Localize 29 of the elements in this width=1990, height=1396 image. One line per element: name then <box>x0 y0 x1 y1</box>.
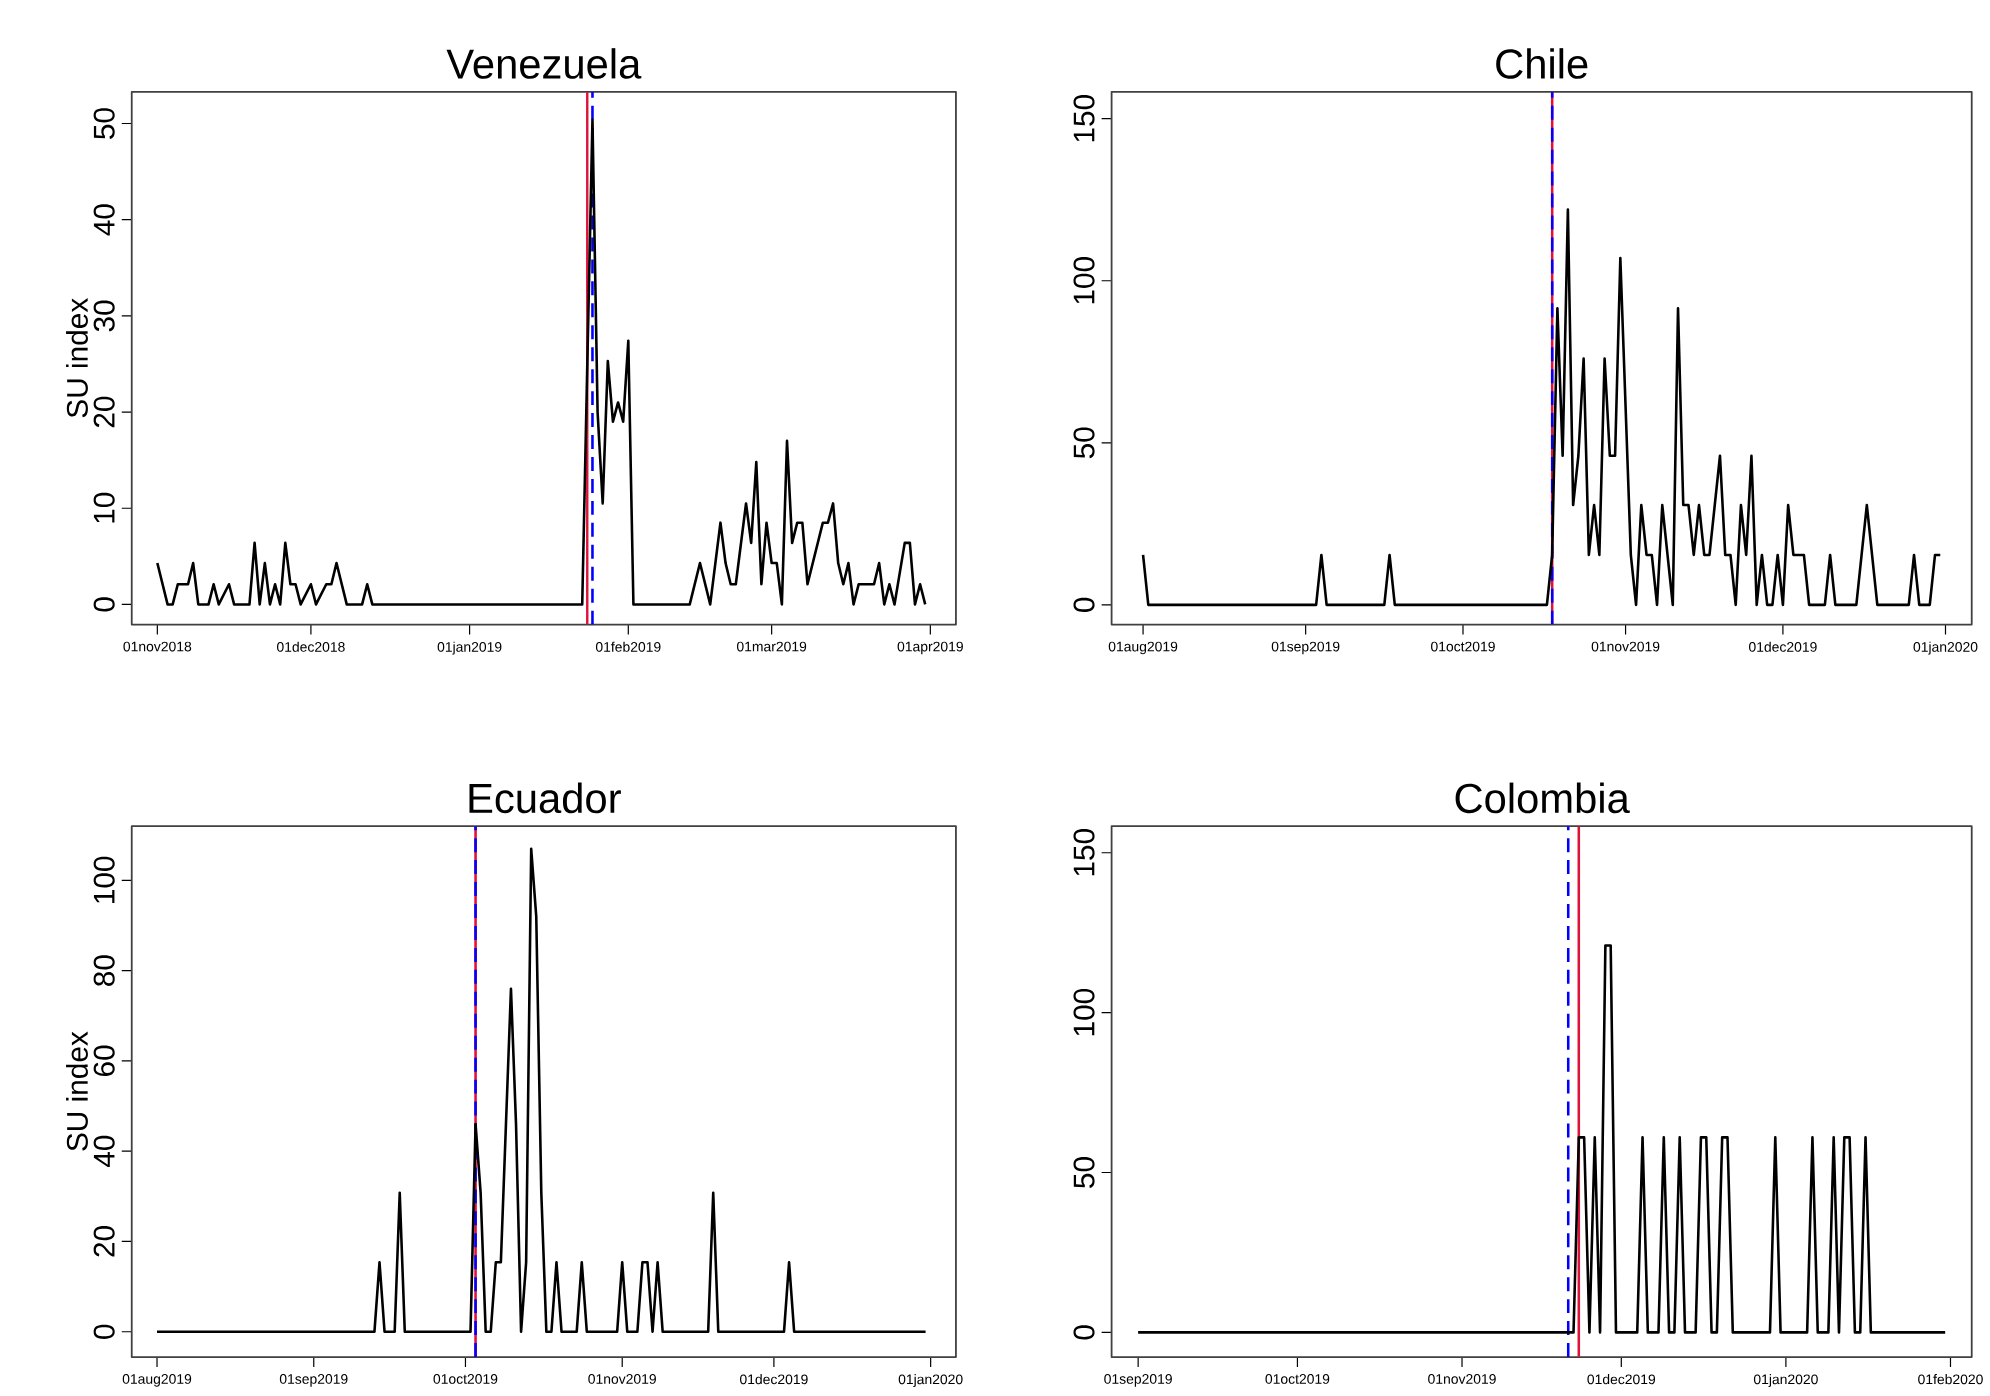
y-tick-label: 0 <box>93 1324 115 1339</box>
chart-title: Chile <box>1496 47 1588 79</box>
line-series <box>1141 207 1942 606</box>
chart-title: Colombia <box>1455 782 1630 813</box>
chart-title: Ecuador <box>469 782 621 813</box>
y-tick-label: 0 <box>1073 597 1095 612</box>
y-tick-label: 100 <box>1073 988 1095 1035</box>
y-tick-label: 10 <box>93 492 115 523</box>
y-axis-title: SU index <box>66 297 88 417</box>
y-tick-label: 50 <box>1073 426 1095 458</box>
line-series <box>156 117 927 606</box>
y-tick-label: 150 <box>1073 828 1095 875</box>
y-tick-label: 150 <box>1073 94 1095 141</box>
y-tick-label: 50 <box>1073 1156 1095 1188</box>
line-series <box>155 846 927 1333</box>
y-tick-label: 40 <box>93 1135 115 1167</box>
y-tick-label: 60 <box>93 1045 115 1076</box>
y-tick-label: 100 <box>93 856 115 903</box>
y-tick-label: 40 <box>93 203 115 236</box>
y-tick-label: 20 <box>93 396 115 427</box>
y-tick-label: 50 <box>93 107 115 139</box>
y-tick-label: 30 <box>93 300 115 331</box>
y-tick-label: 100 <box>1073 256 1095 303</box>
y-tick-label: 20 <box>93 1225 115 1257</box>
y-axis-title: SU index <box>66 1031 88 1151</box>
chart-title: Venezuela <box>446 47 642 79</box>
y-tick-label: 0 <box>1073 1324 1095 1340</box>
y-tick-label: 0 <box>93 596 115 612</box>
y-tick-label: 80 <box>93 954 115 986</box>
